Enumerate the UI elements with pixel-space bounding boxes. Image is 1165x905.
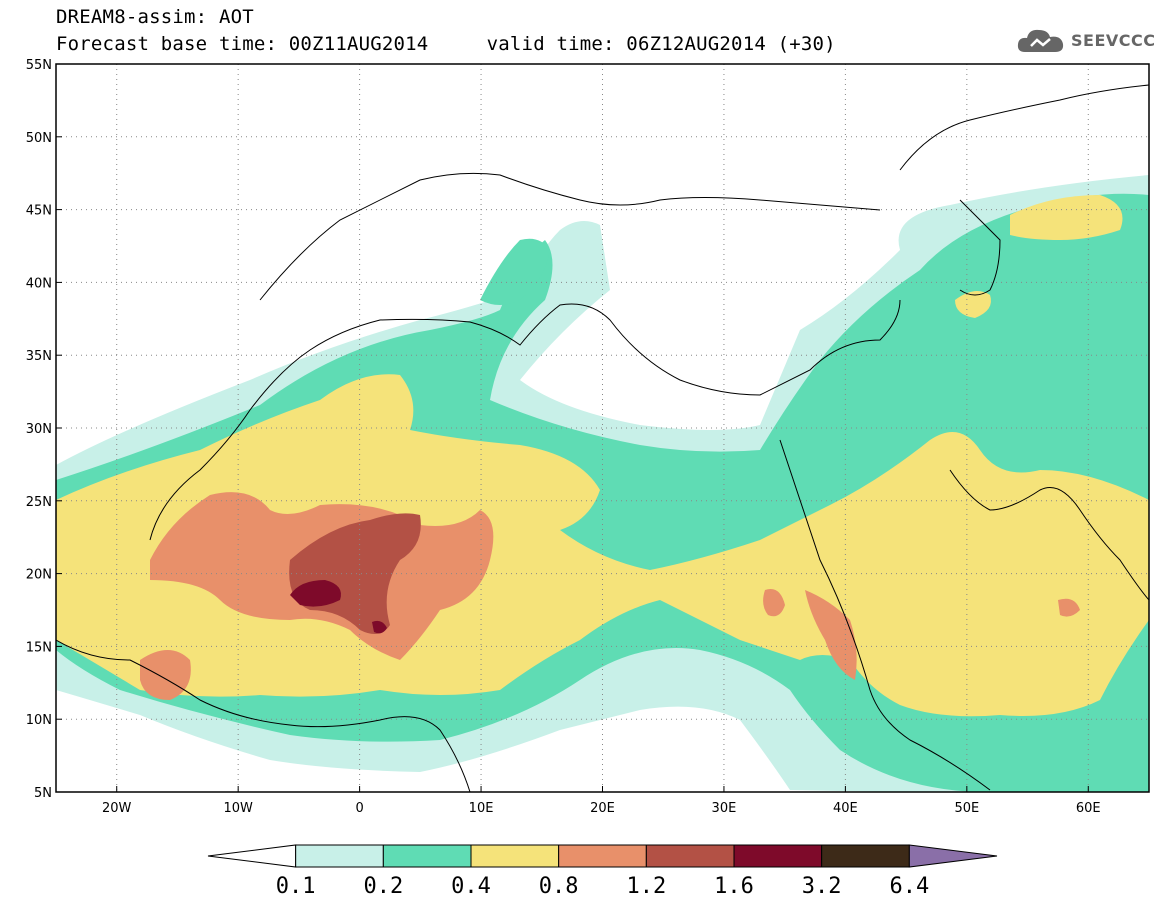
colorbar-label: 1.2 xyxy=(626,874,666,899)
lon-tick-label: 20E xyxy=(590,801,615,816)
lat-tick-label: 15N xyxy=(26,640,52,655)
lat-tick-label: 35N xyxy=(26,349,52,364)
lon-tick-label: 30E xyxy=(712,801,737,816)
colorbar-label: 6.4 xyxy=(889,874,929,899)
aot-band-04 xyxy=(56,374,1149,717)
colorbar-label: 0.2 xyxy=(363,874,403,899)
aot-band-16 xyxy=(290,580,341,607)
lon-tick-label: 0 xyxy=(355,801,363,816)
colorbar-segment xyxy=(382,844,472,868)
lon-tick-label: 60E xyxy=(1076,801,1101,816)
coastlines xyxy=(56,84,1149,792)
colorbar-label: 3.2 xyxy=(802,874,842,899)
aot-patch-16-niger xyxy=(372,620,387,634)
aot-patch-04-caspian xyxy=(1010,195,1123,240)
aot-field xyxy=(56,64,1149,792)
lat-tick-label: 5N xyxy=(34,786,52,801)
colorbar-label: 1.6 xyxy=(714,874,754,899)
colorbar-segment xyxy=(295,844,384,868)
colorbar-segment xyxy=(733,844,823,868)
cloud-icon xyxy=(1017,29,1064,52)
lat-tick-label: 40N xyxy=(26,276,52,291)
colorbar-segment xyxy=(645,844,735,868)
aot-patch-08-redsea xyxy=(805,590,857,680)
lon-tick-label: 20W xyxy=(102,801,132,816)
lat-tick-label: 25N xyxy=(26,495,52,510)
colorbar-segment xyxy=(207,844,297,868)
brand-logo: SEEVCCC xyxy=(1017,26,1156,54)
lat-tick-label: 20N xyxy=(26,568,52,583)
lat-tick-label: 45N xyxy=(26,204,52,219)
lon-tick-label: 10E xyxy=(469,801,494,816)
lon-tick-label: 10W xyxy=(223,801,253,816)
colorbar-label: 0.4 xyxy=(451,874,491,899)
colorbar-segment xyxy=(821,844,910,868)
lon-tick-label: 50E xyxy=(954,801,979,816)
colorbar-label: 0.8 xyxy=(539,874,579,899)
colorbar-segment xyxy=(470,844,560,868)
colorbar: 0.1 0.2 0.4 0.8 1.2 1.6 3.2 6.4 xyxy=(207,844,998,899)
aot-patch-08-sudan xyxy=(763,589,785,617)
colorbar-segment xyxy=(558,844,647,868)
map-grid xyxy=(56,64,1149,792)
lat-tick-label: 50N xyxy=(26,131,52,146)
axis-ticks: 20W 10W 0 10E 20E 30E 40E 50E 60E 5N 10N 15N 20N 25N 3… xyxy=(26,58,1101,816)
aot-patch-04-iran xyxy=(955,291,991,318)
brand-name: SEEVCCC xyxy=(1071,30,1156,50)
colorbar-label: 0.1 xyxy=(276,874,316,899)
lat-tick-label: 55N xyxy=(26,58,52,73)
aot-patch-02-adriatic xyxy=(480,238,550,305)
title-line-2: Forecast base time: 00Z11AUG2014 valid t… xyxy=(56,33,836,55)
lon-tick-label: 40E xyxy=(833,801,858,816)
lat-tick-label: 10N xyxy=(26,713,52,728)
title-line-1: DREAM8-assim: AOT xyxy=(56,6,254,28)
aot-patch-08-oman xyxy=(1058,598,1080,617)
colorbar-segment xyxy=(908,844,998,868)
aot-patch-08-senegal xyxy=(140,650,191,700)
lat-tick-label: 30N xyxy=(26,422,52,437)
